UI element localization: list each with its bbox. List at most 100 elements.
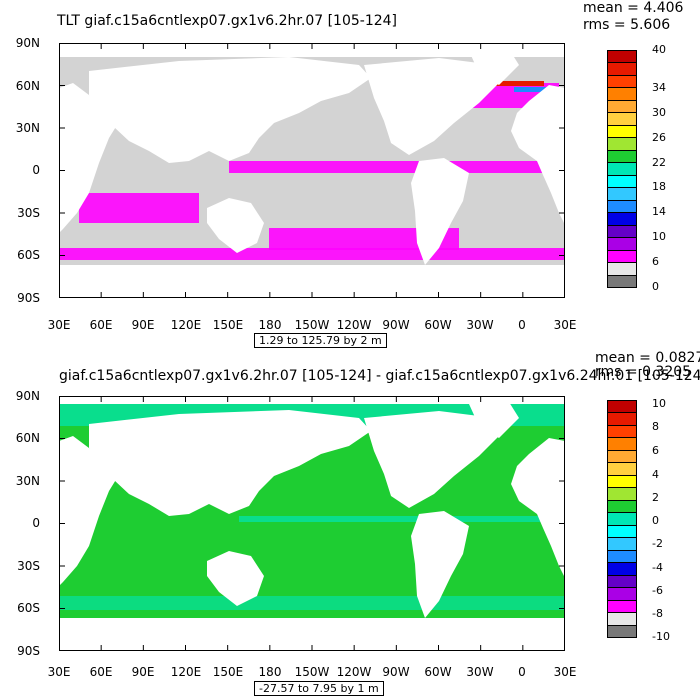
- lon-label: 30E: [47, 665, 71, 679]
- lat-label: 90N: [15, 389, 40, 403]
- colorbar-label: 8: [652, 420, 659, 433]
- colorbar-label: 10: [652, 230, 666, 243]
- lat-label: 60S: [17, 601, 40, 615]
- panel-title: TLT giaf.c15a6cntlexp07.gx1v6.2hr.07 [10…: [57, 13, 397, 29]
- lat-label: 30N: [15, 121, 40, 135]
- lat-label: 90S: [17, 291, 40, 305]
- colorbar-box: [607, 62, 637, 76]
- colorbar-box: [607, 124, 637, 139]
- lon-label: 90E: [131, 665, 155, 679]
- land-mass: [89, 57, 371, 163]
- panel-title: giaf.c15a6cntlexp07.gx1v6.2hr.07 [105-12…: [59, 368, 700, 384]
- lon-label: 60E: [89, 665, 113, 679]
- colorbar-box: [607, 574, 637, 589]
- lon-label: 60W: [424, 665, 452, 679]
- colorbar-label: 6: [652, 444, 659, 457]
- colorbar-box: [607, 412, 637, 426]
- colorbar-label: 0: [652, 280, 659, 293]
- land-mass: [511, 85, 565, 225]
- lat-label: 30S: [17, 559, 40, 573]
- contour-range-label: -27.57 to 7.95 by 1 m: [254, 681, 384, 696]
- colorbar-box: [607, 237, 637, 251]
- colorbar-box: [607, 224, 637, 239]
- lon-label: 120E: [170, 665, 202, 679]
- land-mass: [207, 198, 264, 253]
- map-panel-bottom: giaf.c15a6cntlexp07.gx1v6.2hr.07 [105-12…: [0, 350, 700, 700]
- colorbar-label: -2: [652, 537, 663, 550]
- colorbar: [607, 50, 637, 288]
- mean-stat: mean = 4.406: [583, 0, 684, 16]
- lon-label: 180: [258, 665, 282, 679]
- lon-label: 30W: [466, 665, 494, 679]
- lon-label: 90E: [131, 318, 155, 332]
- colorbar-label: 14: [652, 205, 666, 218]
- rms-stat: rms = 5.606: [583, 17, 671, 33]
- map-canvas: [59, 396, 565, 651]
- colorbar-label: 6: [652, 255, 659, 268]
- value-band: [489, 81, 544, 86]
- colorbar-box: [607, 512, 637, 526]
- land-mass: [364, 58, 499, 155]
- land-mass: [59, 265, 565, 298]
- colorbar-box: [607, 624, 637, 638]
- colorbar-label: -10: [652, 630, 670, 643]
- lon-label: 60W: [424, 318, 452, 332]
- lon-label: 180: [258, 318, 282, 332]
- value-band: [239, 516, 549, 522]
- colorbar-box: [607, 99, 637, 114]
- value-band: [59, 248, 565, 260]
- lon-label: 120W: [336, 318, 372, 332]
- lat-label: 60N: [15, 79, 40, 93]
- lat-label: 0: [32, 163, 40, 177]
- colorbar-box: [607, 562, 637, 576]
- colorbar-box: [607, 499, 637, 514]
- map-plot-area: [59, 396, 565, 651]
- lon-label: 150W: [294, 318, 330, 332]
- lat-label: 60N: [15, 431, 40, 445]
- value-band: [269, 228, 459, 250]
- map-plot-area: [59, 43, 565, 298]
- colorbar-box: [607, 162, 637, 176]
- lat-label: 0: [32, 516, 40, 530]
- colorbar-box: [607, 112, 637, 126]
- map-canvas: [59, 43, 565, 298]
- lon-label: 90W: [382, 318, 410, 332]
- colorbar-box: [607, 137, 637, 151]
- lat-label: 60S: [17, 248, 40, 262]
- land-mass: [511, 438, 565, 578]
- colorbar-box: [607, 424, 637, 439]
- lon-label: 150W: [294, 665, 330, 679]
- colorbar-box: [607, 474, 637, 489]
- land-mass: [59, 436, 119, 586]
- colorbar-box: [607, 537, 637, 551]
- colorbar-box: [607, 612, 637, 626]
- land-mass: [469, 49, 519, 85]
- map-panel-top: TLT giaf.c15a6cntlexp07.gx1v6.2hr.07 [10…: [15, 0, 684, 348]
- land-mass: [59, 83, 119, 233]
- land-mass: [89, 410, 371, 516]
- colorbar-box: [607, 524, 637, 539]
- value-band: [59, 596, 565, 610]
- lon-label: 30E: [47, 318, 71, 332]
- colorbar-box: [607, 487, 637, 501]
- colorbar-label: 10: [652, 397, 666, 410]
- colorbar: [607, 400, 637, 638]
- land-mass: [59, 618, 565, 651]
- lon-label: 120E: [170, 318, 202, 332]
- lat-label: 90N: [15, 36, 40, 50]
- colorbar-box: [607, 262, 637, 276]
- colorbar-label: 34: [652, 81, 666, 94]
- lon-label: 150E: [212, 318, 244, 332]
- colorbar-box: [607, 199, 637, 214]
- lon-label: 90W: [382, 665, 410, 679]
- lon-label: 60E: [89, 318, 113, 332]
- colorbar-box: [607, 462, 637, 476]
- colorbar-box: [607, 599, 637, 614]
- value-band: [79, 193, 199, 223]
- land-mass: [411, 511, 469, 618]
- value-band: [229, 161, 559, 173]
- value-band: [514, 87, 554, 92]
- land-mass: [207, 551, 264, 606]
- colorbar-box: [607, 274, 637, 288]
- lon-label: 30W: [466, 318, 494, 332]
